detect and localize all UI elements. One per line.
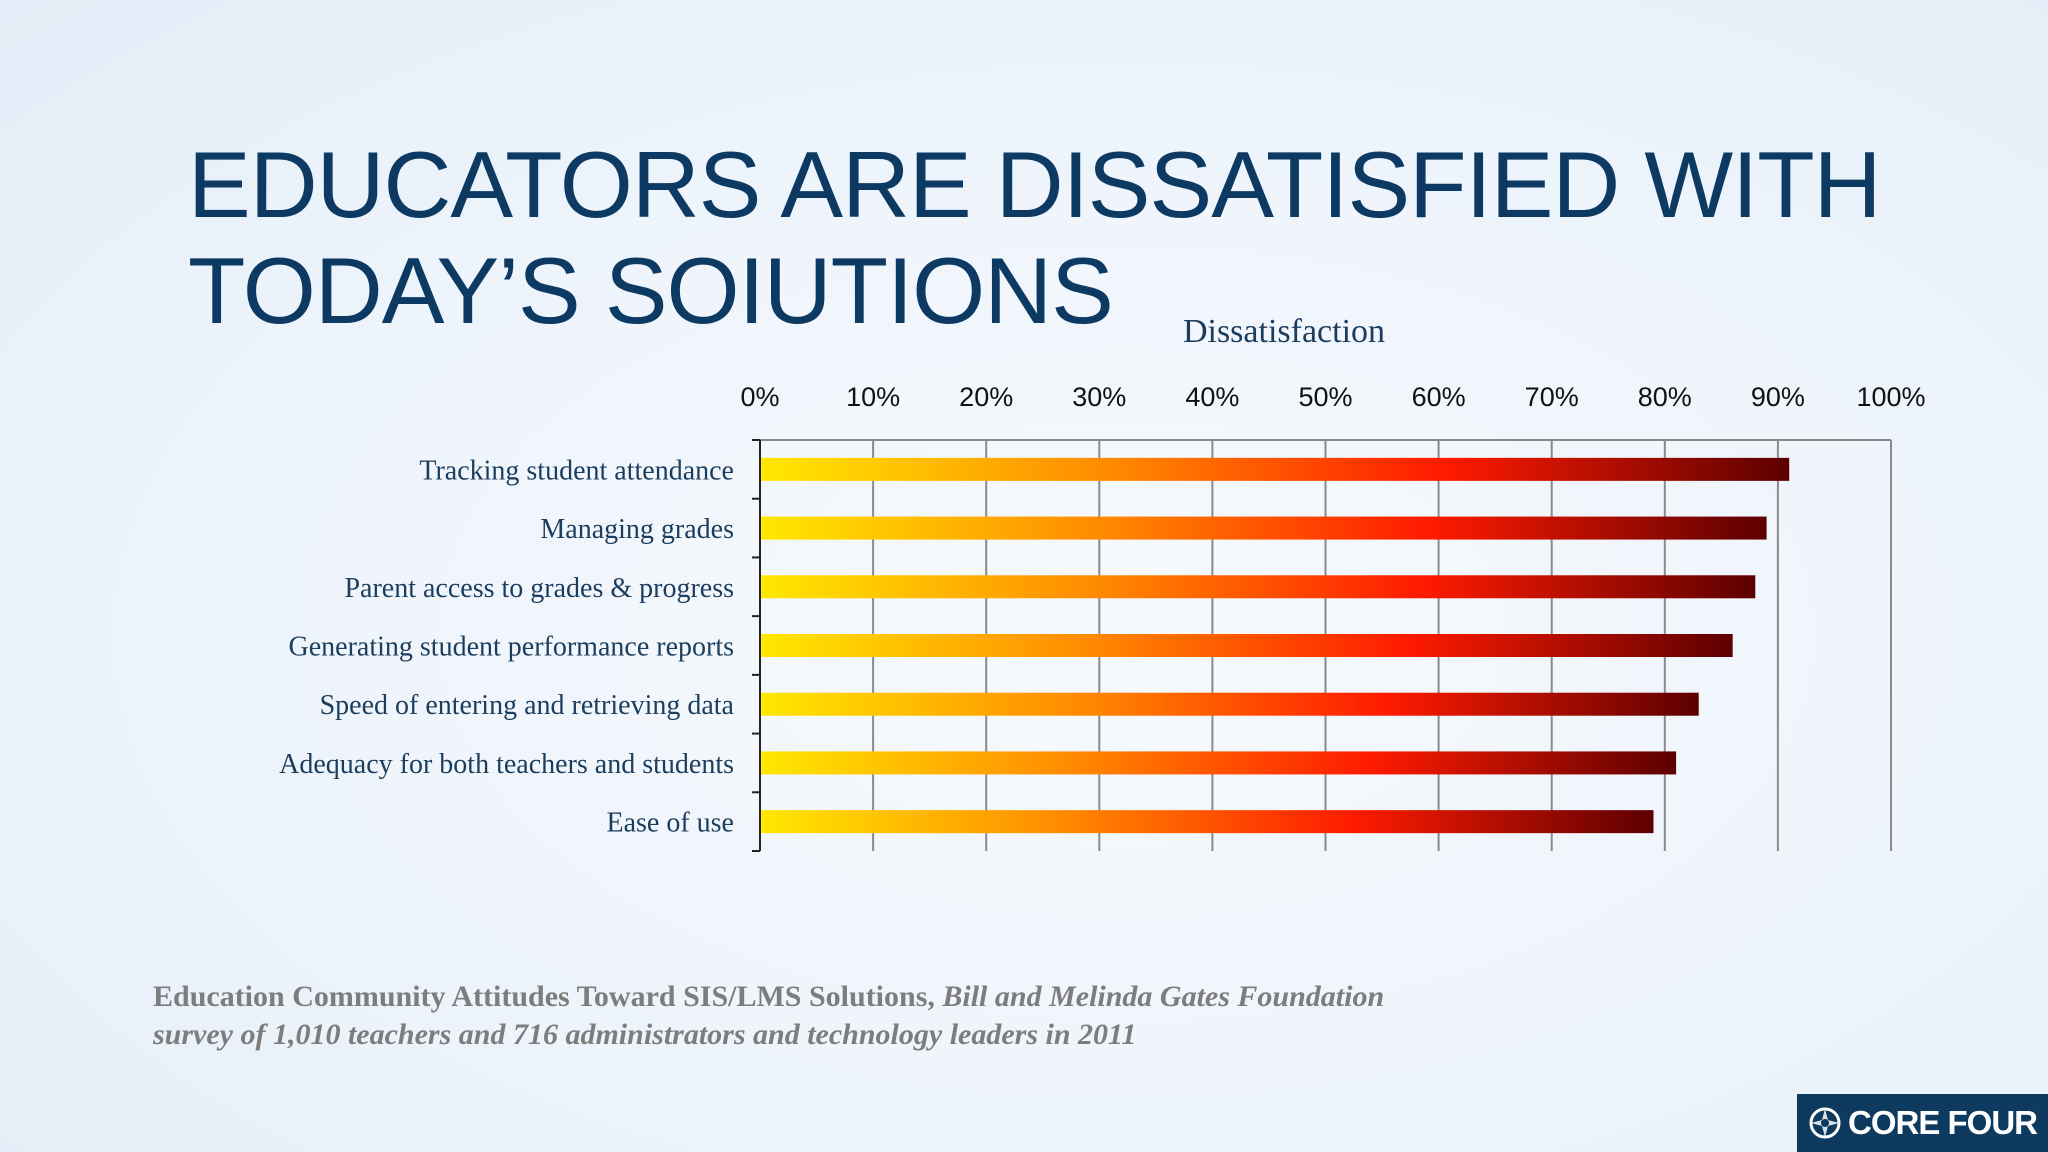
bar [760, 516, 1767, 540]
bar [760, 751, 1677, 775]
slide-title-line-2: TODAY’S SOIUTIONS [188, 238, 1114, 343]
chart-title: Dissatisfaction [1183, 313, 1385, 350]
x-tick-label: 80% [1638, 382, 1692, 412]
category-label: Generating student performance reports [289, 632, 734, 663]
core-four-logo: CORE FOUR [1797, 1094, 2048, 1152]
compass-icon [1809, 1107, 1841, 1139]
axes [752, 439, 1891, 852]
citation-line-2: survey of 1,010 teachers and 716 adminis… [153, 1018, 1137, 1051]
x-tick-label: 50% [1298, 382, 1352, 412]
x-tick-label: 90% [1751, 382, 1805, 412]
x-tick-label: 20% [959, 382, 1013, 412]
bar [760, 810, 1654, 834]
x-tick-label: 10% [846, 382, 900, 412]
bar [760, 457, 1790, 481]
category-label: Managing grades [540, 514, 734, 545]
labels: 0% 10% 20% 30% 40% 50% 60% 70% 80% 90% 100% Trackin… [279, 382, 1925, 839]
slide-title-line-1: EDUCATORS ARE DISSATISFIED WITH [188, 132, 1882, 237]
x-tick-label: 60% [1412, 382, 1466, 412]
citation: Education Community Attitudes Toward SIS… [153, 978, 1753, 1054]
citation-organization: Bill and Melinda Gates Foundation [934, 980, 1385, 1013]
x-tick-label: 100% [1856, 382, 1925, 412]
x-tick-label: 70% [1525, 382, 1579, 412]
bar [760, 692, 1699, 716]
x-tick-label: 40% [1185, 382, 1239, 412]
category-label: Tracking student attendance [419, 455, 734, 486]
category-label: Ease of use [606, 808, 734, 839]
logo-text: CORE FOUR [1848, 1104, 2038, 1141]
slide-title: EDUCATORS ARE DISSATISFIED WITH TODAY’S … [188, 132, 1988, 344]
category-label: Parent access to grades & progress [344, 573, 734, 604]
bar [760, 634, 1733, 657]
bars [760, 457, 1790, 834]
x-tick-label: 30% [1072, 382, 1126, 412]
citation-line-1: Education Community Attitudes Toward SIS… [153, 978, 1753, 1016]
bar [760, 575, 1756, 599]
category-label: Speed of entering and retrieving data [320, 690, 735, 721]
citation-source-title: Education Community Attitudes Toward SIS… [153, 980, 935, 1013]
x-tick-label: 0% [740, 382, 779, 412]
category-label: Adequacy for both teachers and students [279, 749, 734, 780]
